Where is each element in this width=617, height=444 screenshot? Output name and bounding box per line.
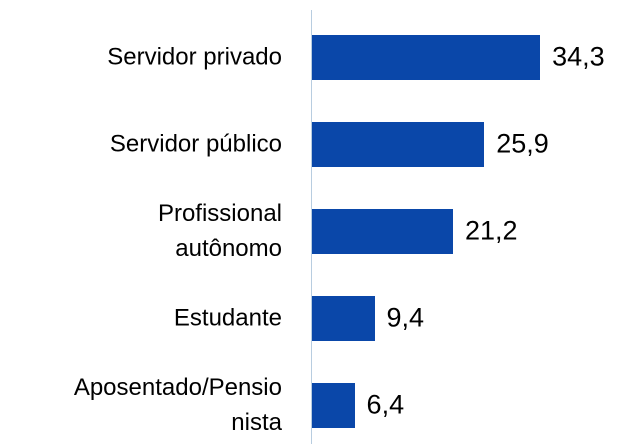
value-label: 6,4 <box>366 389 405 420</box>
category-label: Profissional autônomo <box>157 200 282 262</box>
category-label: Estudante <box>173 304 282 332</box>
bar <box>312 295 375 341</box>
value-label: 34,3 <box>552 41 605 72</box>
value-label: 21,2 <box>464 215 518 246</box>
bar <box>312 208 453 254</box>
bar <box>312 121 485 167</box>
bar <box>312 34 541 80</box>
category-label: Servidor público <box>109 130 282 158</box>
bar <box>312 382 355 428</box>
axis-line <box>311 10 312 444</box>
category-label: Aposentado/Pensio nista <box>73 374 282 436</box>
category-label: Servidor privado <box>107 43 282 71</box>
value-label: 9,4 <box>386 302 425 333</box>
value-label: 25,9 <box>496 128 549 159</box>
